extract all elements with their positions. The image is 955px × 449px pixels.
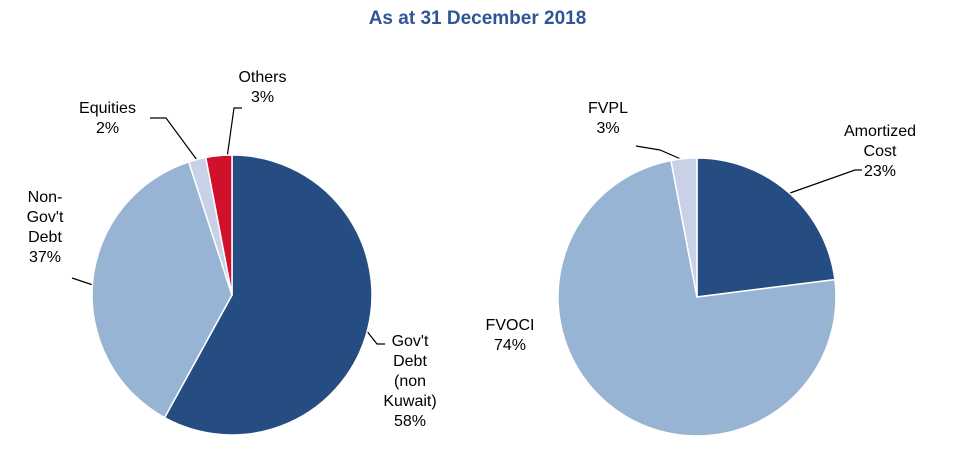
slice-value-label: 37% xyxy=(28,249,62,266)
slice-label: Others xyxy=(238,69,287,86)
leaders xyxy=(71,107,862,345)
leader-line xyxy=(150,117,198,161)
slice-value-label: 3% xyxy=(596,120,620,137)
pie-slice xyxy=(91,160,233,419)
pie-slice xyxy=(204,154,233,296)
leader-line xyxy=(71,277,94,286)
leader-line xyxy=(226,107,242,159)
leader-line xyxy=(635,145,684,161)
slice-value-label: 74% xyxy=(493,337,527,354)
slice-label: Amortized Cost xyxy=(843,123,917,160)
slice-value-label: 58% xyxy=(393,413,427,430)
slice-value-label: 23% xyxy=(863,163,897,180)
pie-slice xyxy=(670,157,698,298)
slice-value-label: 3% xyxy=(250,89,275,106)
chart-title: As at 31 December 2018 xyxy=(368,8,587,29)
leader-line xyxy=(365,329,385,345)
slice-label: Gov't Debt (non Kuwait) xyxy=(383,333,437,410)
leader-line xyxy=(789,169,862,194)
slice-label: FVPL xyxy=(587,100,628,117)
pie-slice xyxy=(696,157,836,298)
pie-slice xyxy=(163,154,373,436)
slice-label: FVOCI xyxy=(485,317,535,334)
slice-label: Non-Gov't Debt xyxy=(26,189,64,246)
pie-slice xyxy=(557,159,837,437)
slice-value-label: 2% xyxy=(95,120,120,137)
slice-label: Equities xyxy=(79,100,136,117)
